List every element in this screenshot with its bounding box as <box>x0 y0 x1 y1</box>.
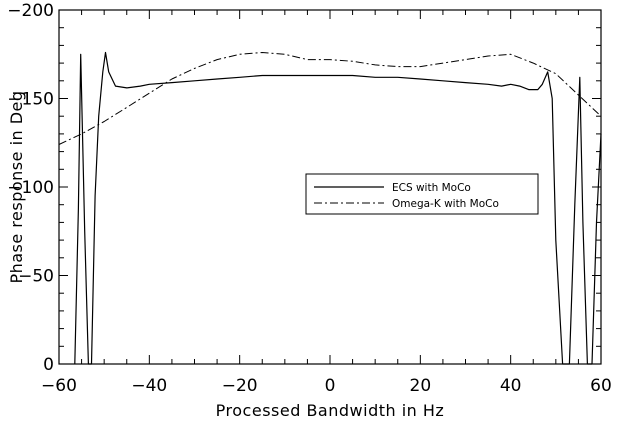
x-tick-label: −40 <box>131 376 167 396</box>
x-tick-label: −20 <box>222 376 258 396</box>
y-tick-label: −100 <box>7 178 54 198</box>
legend-label-omega-k: Omega-K with MoCo <box>392 198 499 210</box>
x-axis-title: Processed Bandwidth in Hz <box>216 401 445 420</box>
plot-frame <box>58 9 602 365</box>
series-line-omega-k <box>58 52 602 145</box>
y-tick-label: 0 <box>43 355 54 375</box>
x-tick-label: 60 <box>590 376 612 396</box>
legend-label-ecs: ECS with MoCo <box>392 182 471 194</box>
y-tick-label: −150 <box>7 90 54 110</box>
x-tick-label: 40 <box>500 376 522 396</box>
y-tick-label: −200 <box>7 1 54 21</box>
x-tick-labels: −60 −40 −20 0 20 40 60 <box>41 376 612 396</box>
axis-ticks <box>58 9 602 365</box>
y-axis-title: Phase response in Deg <box>7 90 26 283</box>
x-tick-label: 0 <box>325 376 336 396</box>
legend-box <box>305 173 539 215</box>
x-tick-label: 20 <box>410 376 432 396</box>
y-tick-label: −50 <box>18 267 54 287</box>
y-tick-labels: 0 −50 −100 −150 −200 <box>7 1 54 375</box>
x-tick-label: −60 <box>41 376 77 396</box>
legend: ECS with MoCo Omega-K with MoCo <box>305 173 539 215</box>
